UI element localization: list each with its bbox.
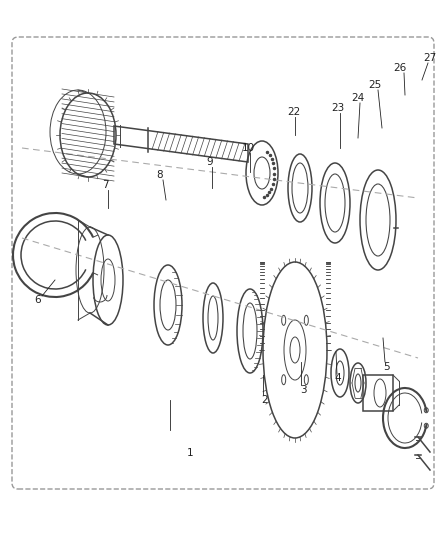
Text: 9: 9 [207,157,213,167]
Text: 1: 1 [187,448,193,458]
Text: 10: 10 [241,143,254,153]
Text: 2: 2 [261,395,268,405]
Text: 27: 27 [424,53,437,63]
Text: 5: 5 [384,362,390,372]
Text: 7: 7 [102,180,108,190]
Text: 22: 22 [287,107,300,117]
Text: 6: 6 [35,295,41,305]
Text: 24: 24 [351,93,364,103]
Text: 8: 8 [157,170,163,180]
Text: 26: 26 [393,63,406,73]
Text: 4: 4 [335,373,341,383]
Text: 3: 3 [300,385,306,395]
Text: 23: 23 [332,103,345,113]
Text: 25: 25 [368,80,381,90]
